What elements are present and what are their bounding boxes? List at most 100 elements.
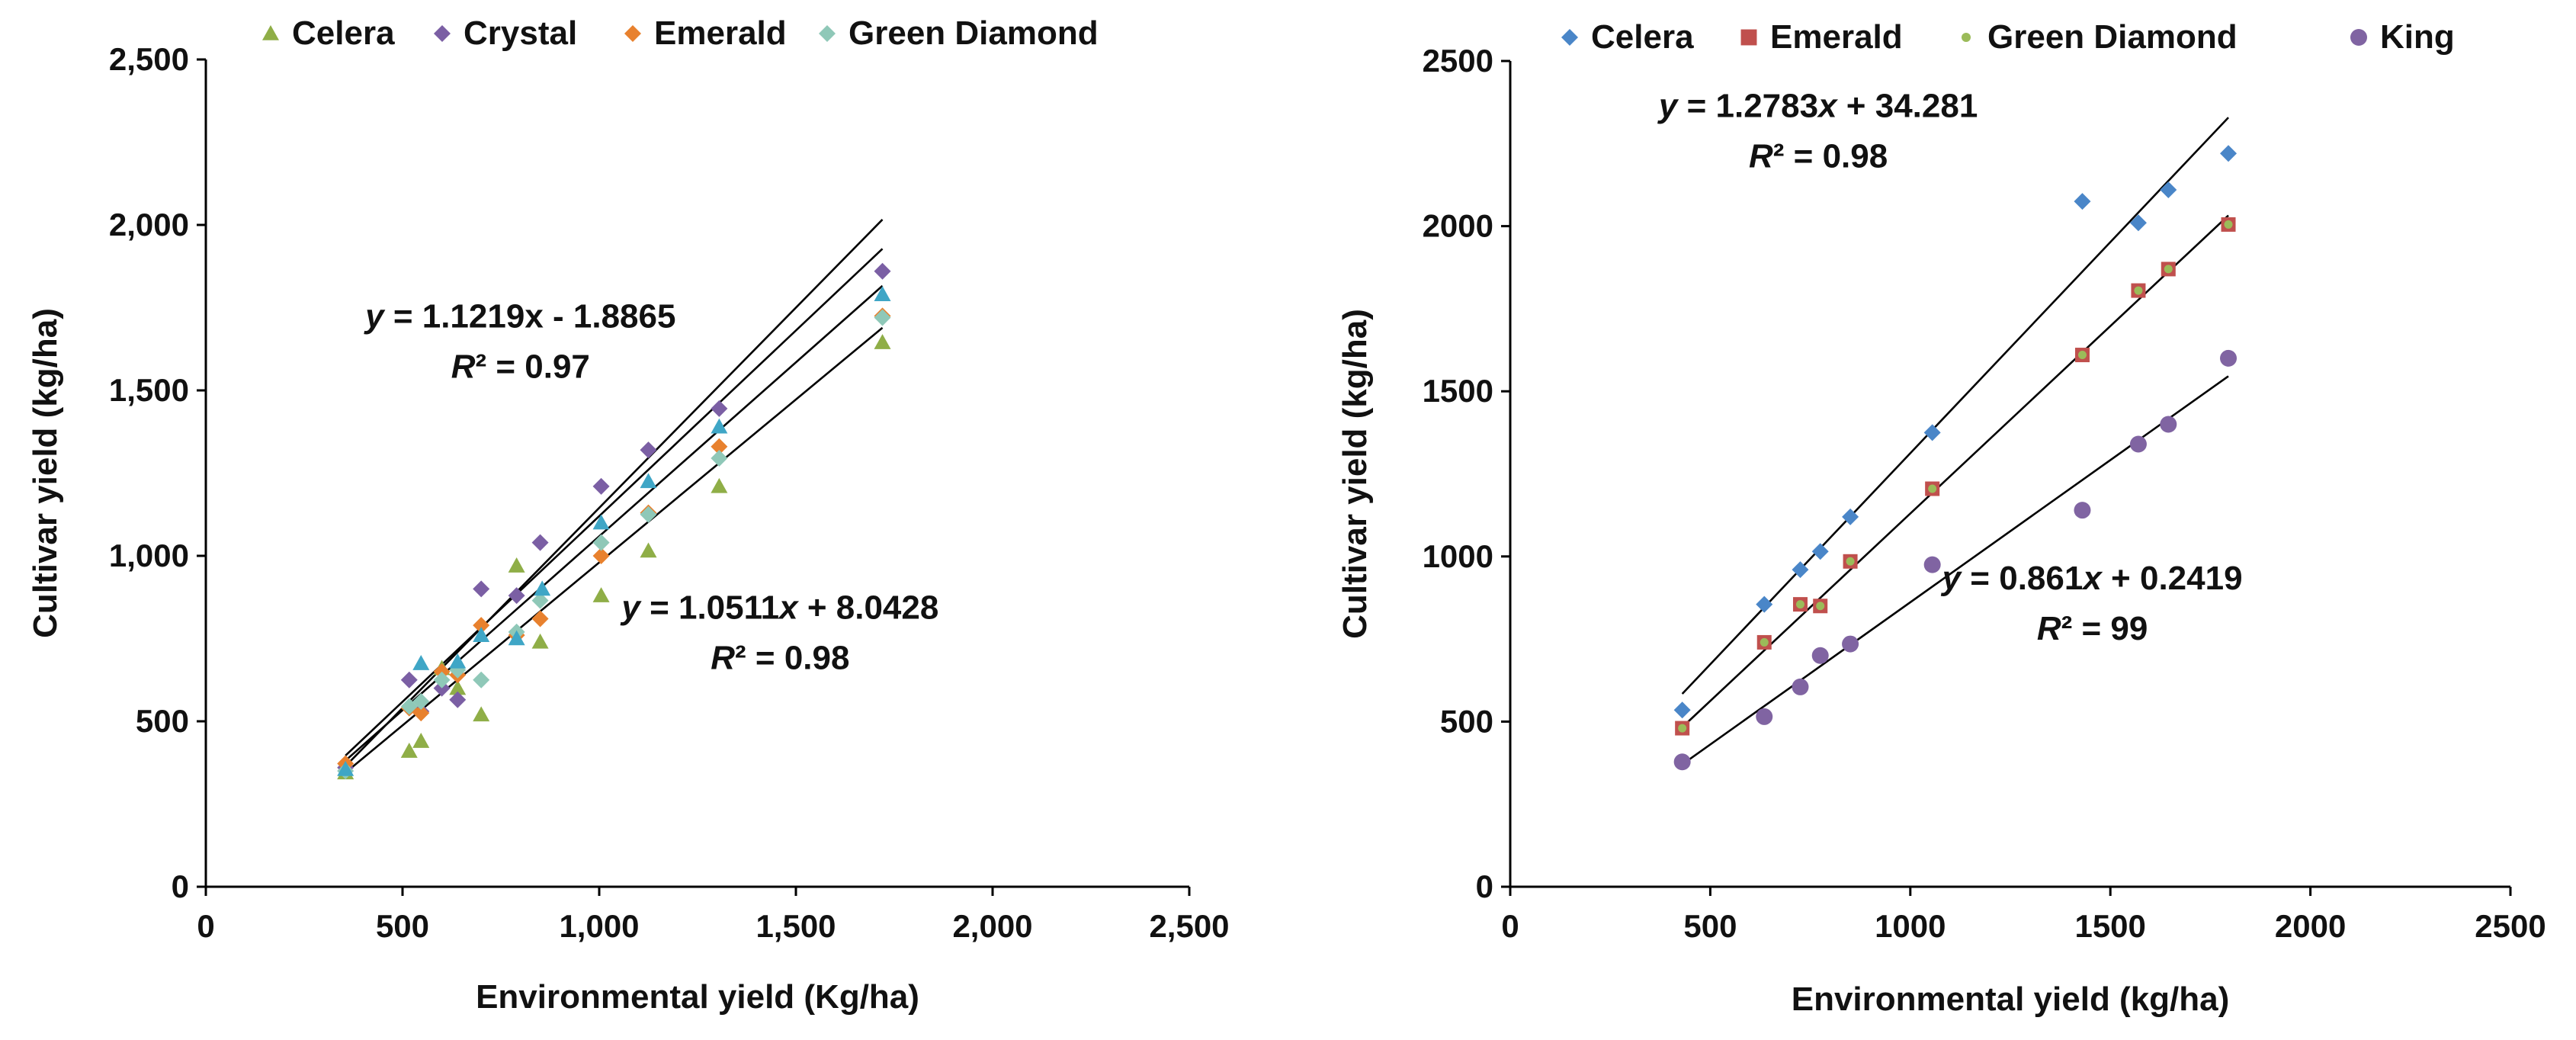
legend-label-celera: Celera: [292, 14, 395, 52]
data-point-green-diamond: [711, 449, 728, 467]
y-tick-label: 1000: [1423, 538, 1493, 574]
legend-marker-crystal: [434, 25, 451, 42]
x-tick-label: 2500: [2475, 908, 2546, 944]
data-point-celera: [1923, 424, 1941, 441]
data-point-green-diamond: [2134, 286, 2143, 295]
x-tick-label: 2000: [2275, 908, 2346, 944]
regression-equation: y = 0.861x + 0.2419: [1941, 560, 2243, 597]
y-tick-label: 2,000: [109, 207, 189, 242]
data-point-king: [1756, 708, 1773, 725]
r-squared-label: R² = 0.97: [451, 348, 590, 386]
x-axis-title: Environmental yield (Kg/ha): [476, 978, 919, 1016]
regression-equation: y = 1.1219x - 1.8865: [364, 298, 675, 335]
data-point-emerald: [711, 438, 728, 455]
data-point-celera: [1842, 508, 1859, 525]
legend-label-green-diamond: Green Diamond: [849, 14, 1099, 52]
data-point-green-diamond: [1928, 484, 1937, 493]
data-point-crystal: [531, 534, 549, 551]
data-point-green-diamond: [2224, 220, 2233, 229]
data-point-green-diamond: [473, 671, 490, 689]
chart-left: 0 500 1,000 1,500 2,000 2,500 0 500 1,000 1,500 2,…: [27, 14, 1230, 1016]
data-point-crystal: [473, 580, 490, 598]
y-tick-label: 2500: [1423, 43, 1493, 79]
data-point-extra-series: [711, 418, 728, 434]
data-point-celera: [1673, 701, 1691, 719]
data-point-crystal: [449, 691, 467, 708]
data-point-crystal: [400, 671, 418, 689]
trendline: [1681, 214, 2229, 728]
r-squared-label: R² = 0.98: [1749, 138, 1888, 175]
data-point-green-diamond: [1678, 724, 1687, 733]
data-point-green-diamond: [1795, 600, 1804, 609]
data-point-crystal: [508, 587, 525, 605]
data-point-green-diamond: [2077, 351, 2087, 360]
data-point-celera: [473, 706, 490, 722]
data-point-celera: [2129, 214, 2147, 232]
data-point-celera: [2220, 145, 2238, 162]
data-point-celera: [711, 477, 728, 493]
data-point-green-diamond: [1760, 637, 1769, 647]
data-point-celera: [400, 743, 418, 758]
data-point-crystal: [711, 400, 728, 417]
data-point-celera: [531, 633, 549, 649]
data-point-celera: [1811, 543, 1829, 560]
y-tick-label: 1500: [1423, 373, 1493, 409]
x-tick-label: 500: [376, 908, 429, 944]
data-point-celera: [874, 334, 891, 349]
data-point-extra-series: [412, 655, 430, 670]
data-point-celera: [1792, 561, 1809, 579]
data-point-extra-series: [592, 514, 610, 530]
y-tick-label: 1,500: [109, 372, 189, 408]
data-point-celera: [2074, 193, 2091, 210]
x-tick-label: 1,000: [559, 908, 639, 944]
regression-equation: y = 1.2783x + 34.281: [1657, 88, 1978, 125]
x-axis-title: Environmental yield (kg/ha): [1792, 981, 2230, 1018]
x-tick-label: 2,000: [952, 908, 1032, 944]
data-point-king: [1842, 635, 1859, 653]
y-tick-label: 2,500: [109, 41, 189, 77]
trendline: [345, 326, 884, 774]
regression-equation: y = 1.0511x + 8.0428: [620, 589, 938, 626]
legend-marker-green-diamond: [819, 25, 836, 42]
data-point-king: [2160, 416, 2177, 433]
data-point-extra-series: [640, 473, 657, 489]
y-tick-label: 500: [1440, 703, 1493, 739]
data-point-king: [1673, 753, 1691, 771]
data-point-extra-series: [534, 580, 551, 596]
chart-right: 0 500 1000 1500 2000 2500 0 500 1000 1500 2000 2500…: [1336, 18, 2546, 1018]
data-point-crystal: [874, 262, 891, 280]
data-point-king: [2074, 502, 2091, 519]
x-tick-label: 0: [197, 908, 214, 944]
y-axis-title: Cultivar yield (kg/ha): [1336, 309, 1374, 639]
y-tick-label: 2000: [1423, 208, 1493, 244]
data-point-green-diamond: [592, 534, 610, 551]
legend-label-king: King: [2380, 18, 2455, 56]
data-point-extra-series: [874, 286, 891, 301]
x-tick-label: 2,500: [1149, 908, 1229, 944]
r-squared-label: R² = 0.98: [711, 639, 849, 676]
data-point-green-diamond: [640, 506, 657, 523]
r-squared-label: R² = 99: [2037, 610, 2148, 647]
y-tick-label: 0: [172, 868, 189, 904]
x-tick-label: 1000: [1875, 908, 1946, 944]
x-tick-label: 500: [1683, 908, 1737, 944]
data-point-king: [1811, 647, 1829, 664]
legend-marker-celera: [262, 25, 279, 40]
data-point-celera: [508, 557, 525, 573]
data-point-celera: [449, 679, 467, 695]
x-tick-label: 1500: [2074, 908, 2145, 944]
legend-marker-emerald: [1740, 29, 1757, 46]
x-tick-label: 0: [1501, 908, 1519, 944]
data-point-king: [1792, 678, 1809, 695]
legend-label-emerald: Emerald: [654, 14, 787, 52]
legend-marker-celera: [1561, 29, 1578, 46]
legend-marker-king: [2350, 29, 2367, 46]
y-axis-title: Cultivar yield (kg/ha): [27, 308, 64, 638]
data-point-green-diamond: [1846, 557, 1855, 566]
legend-marker-green-diamond: [1962, 33, 1971, 42]
data-point-extra-series: [449, 653, 467, 669]
data-point-crystal: [592, 477, 610, 495]
data-point-emerald: [412, 705, 430, 722]
data-point-green-diamond: [412, 692, 430, 710]
